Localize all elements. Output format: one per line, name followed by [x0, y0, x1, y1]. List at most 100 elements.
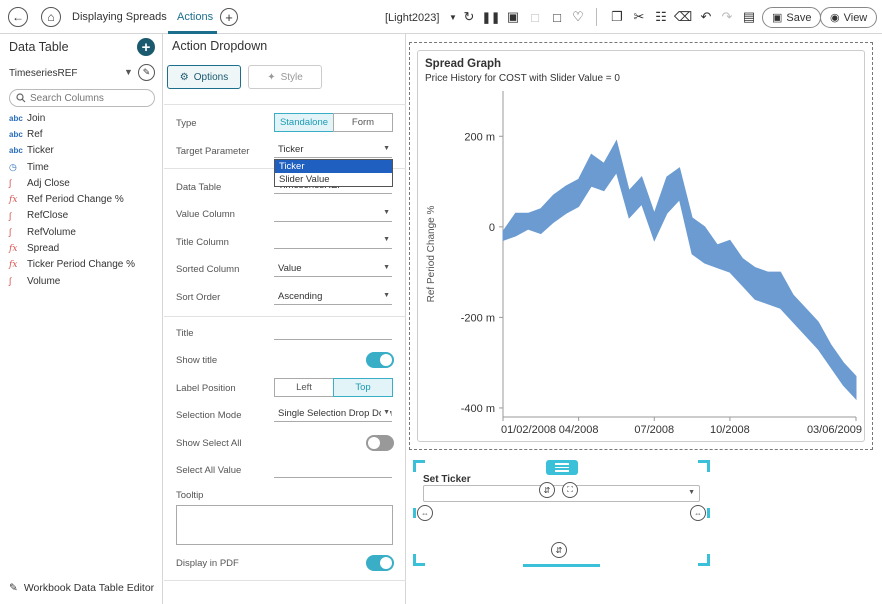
- tooltip-label: Tooltip: [176, 490, 204, 501]
- spread-chart: 200 m 0 -200 m -400 m 01/02/2008 04/2008 07/20…: [426, 91, 862, 436]
- breadcrumb[interactable]: Displaying Spreads: [72, 11, 167, 23]
- title-input[interactable]: [274, 323, 392, 340]
- back-icon[interactable]: ←: [8, 7, 28, 27]
- x-tick-label: 10/2008: [710, 424, 750, 436]
- display-pdf-toggle[interactable]: [366, 555, 394, 571]
- spread-graph-card[interactable]: Spread Graph Price History for COST with…: [417, 50, 865, 442]
- label-position-top[interactable]: Top: [333, 378, 393, 397]
- copy-icon[interactable]: ❐: [611, 9, 623, 24]
- column-item[interactable]: ◷ Time: [9, 159, 159, 175]
- snapshot-icon[interactable]: ▣: [506, 9, 520, 24]
- selection-mode-label: Selection Mode: [176, 410, 242, 421]
- horizontal-resize-icon[interactable]: ⇔: [690, 505, 706, 521]
- vertical-resize-icon[interactable]: ⇵: [551, 542, 567, 558]
- search-columns-input[interactable]: Search Columns: [9, 89, 155, 107]
- ticker-select[interactable]: ▼: [423, 485, 700, 502]
- column-label: Spread: [27, 243, 60, 255]
- divider: [164, 316, 406, 317]
- column-item[interactable]: fx Ticker Period Change %: [9, 257, 159, 273]
- title-label: Title: [176, 328, 194, 339]
- delete-icon[interactable]: ⌫: [673, 9, 693, 24]
- column-item[interactable]: abc Ref: [9, 126, 159, 142]
- graph-title: Spread Graph: [425, 58, 502, 70]
- type-label: Type: [176, 118, 197, 129]
- pdf-icon: □: [531, 9, 539, 25]
- label-position-left[interactable]: Left: [274, 378, 334, 397]
- options-tab[interactable]: ⚙ Options: [167, 65, 241, 89]
- value-column-select[interactable]: ▼: [274, 205, 392, 222]
- tab-actions[interactable]: Actions: [177, 11, 214, 23]
- theme-dropdown-icon[interactable]: ▼: [449, 12, 457, 22]
- sorted-column-select[interactable]: Value ▼: [274, 260, 392, 277]
- style-tab[interactable]: ✦ Style: [248, 65, 322, 89]
- drag-handle-icon[interactable]: [546, 460, 578, 475]
- comment-icon[interactable]: ▤: [742, 9, 756, 24]
- workbook-data-table-editor-link[interactable]: ✎ Workbook Data Table Editor: [9, 582, 154, 594]
- column-label: Adj Close: [27, 177, 70, 189]
- tooltip-textarea[interactable]: [176, 505, 393, 545]
- home-icon[interactable]: ⌂: [41, 7, 61, 27]
- ticker-widget-title: Set Ticker: [423, 474, 471, 485]
- selection-mode-select[interactable]: Single Selection Drop Down ▼: [274, 405, 392, 422]
- undo-icon[interactable]: ↶: [700, 9, 712, 24]
- column-item[interactable]: ∫ RefVolume: [9, 224, 159, 240]
- toggle-knob: [368, 437, 380, 449]
- column-label: Time: [27, 161, 49, 173]
- column-item[interactable]: fx Spread: [9, 240, 159, 256]
- option-slider-value[interactable]: Slider Value: [279, 174, 330, 185]
- abc-icon: abc: [9, 113, 23, 123]
- data-table-label: Data Table: [176, 182, 222, 193]
- bell-icon[interactable]: ♡: [572, 9, 584, 24]
- column-label: Join: [27, 112, 46, 124]
- datasource-dropdown-icon[interactable]: ▼: [124, 67, 133, 77]
- resize-corner[interactable]: [413, 554, 425, 566]
- column-item[interactable]: abc Ticker: [9, 143, 159, 159]
- add-tab-icon[interactable]: +: [220, 8, 238, 26]
- column-label: RefVolume: [27, 226, 76, 238]
- save-button[interactable]: ▣ Save: [762, 7, 822, 28]
- selection-mode-value: Single Selection Drop Down: [278, 407, 392, 419]
- pause-icon[interactable]: ❚❚: [481, 11, 501, 24]
- horizontal-resize-icon[interactable]: ⇔: [417, 505, 433, 521]
- column-item[interactable]: fx Ref Period Change %: [9, 191, 159, 207]
- column-item[interactable]: ∫ RefClose: [9, 208, 159, 224]
- resize-corner[interactable]: [413, 460, 425, 472]
- show-title-toggle[interactable]: [366, 352, 394, 368]
- target-parameter-select[interactable]: Ticker ▼: [274, 141, 392, 158]
- vertical-resize-icon[interactable]: ⇵: [539, 482, 555, 498]
- chevron-down-icon: ▼: [383, 292, 390, 299]
- column-item[interactable]: ∫ Volume: [9, 273, 159, 289]
- theme-selector[interactable]: [Light2023]: [385, 12, 440, 24]
- column-item[interactable]: abc Join: [9, 110, 159, 126]
- x-tick-label: 01/02/2008: [501, 424, 556, 436]
- right-edge-handle[interactable]: [707, 508, 710, 518]
- paste-icon[interactable]: ☷: [655, 9, 667, 24]
- cut-icon[interactable]: ✂: [633, 9, 645, 24]
- formula-icon: fx: [9, 243, 18, 254]
- resize-corner[interactable]: [698, 554, 710, 566]
- resize-corner[interactable]: [698, 460, 710, 472]
- select-all-value-input[interactable]: [274, 461, 392, 478]
- add-data-table-button[interactable]: +: [137, 38, 155, 56]
- option-ticker[interactable]: Ticker: [275, 160, 392, 173]
- type-form[interactable]: Form: [333, 113, 393, 132]
- set-ticker-widget[interactable]: Set Ticker ▼ ⇵ ⛶ ⇔ ⇔ ⇵: [413, 460, 710, 567]
- select-all-value-label: Select All Value: [176, 465, 242, 476]
- title-column-select[interactable]: ▼: [274, 232, 392, 249]
- sort-order-select[interactable]: Ascending ▼: [274, 288, 392, 305]
- bottom-edge-handle[interactable]: [523, 564, 600, 567]
- fullscreen-icon[interactable]: ⛶: [562, 482, 578, 498]
- refresh-icon[interactable]: ↻: [463, 9, 475, 24]
- datasource-name[interactable]: TimeseriesREF: [9, 68, 78, 79]
- edit-datasource-icon[interactable]: ✎: [138, 64, 155, 81]
- column-item[interactable]: ∫ Adj Close: [9, 175, 159, 191]
- x-tick-label: 07/2008: [634, 424, 674, 436]
- type-standalone[interactable]: Standalone: [274, 113, 334, 132]
- style-tab-label: Style: [280, 71, 303, 83]
- sorted-column-label: Sorted Column: [176, 264, 240, 275]
- left-edge-handle[interactable]: [413, 508, 416, 518]
- bookmark-icon[interactable]: □: [553, 9, 561, 25]
- show-select-all-toggle[interactable]: [366, 435, 394, 451]
- view-button[interactable]: ◉ View: [820, 7, 878, 28]
- abc-icon: abc: [9, 129, 23, 139]
